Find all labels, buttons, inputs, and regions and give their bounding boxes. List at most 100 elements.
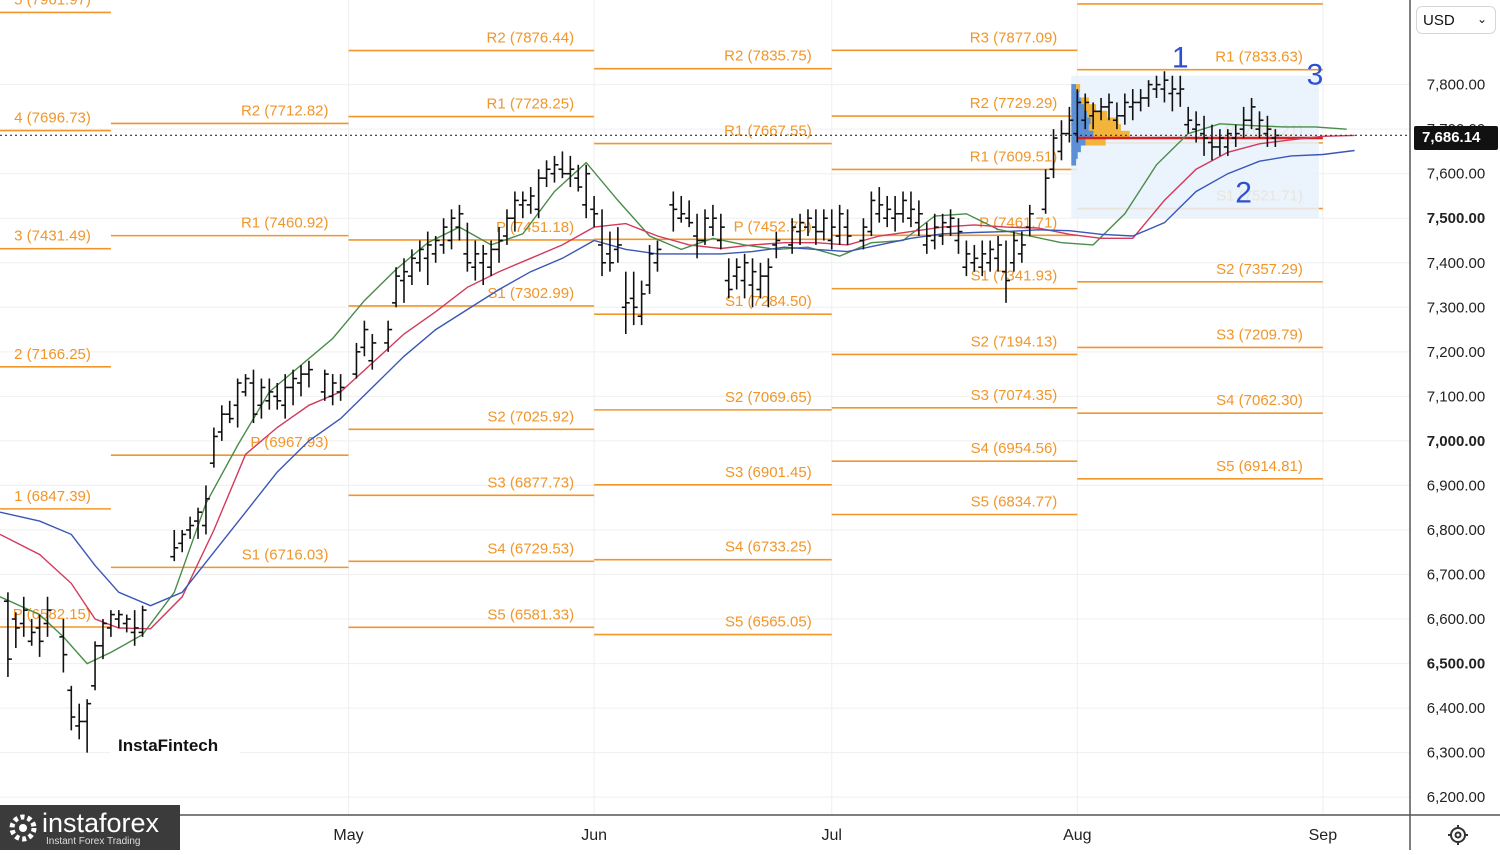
ohlc-bar — [75, 703, 84, 740]
moving-average-line — [0, 134, 1355, 630]
profile-bar-blue — [1071, 90, 1080, 99]
logo-brand: instaforex — [42, 808, 160, 838]
ohlc-bar — [605, 231, 614, 272]
pivot-label: R3 (7877.09) — [970, 29, 1058, 46]
ohlc-bar — [35, 614, 44, 657]
profile-bar-blue — [1071, 130, 1094, 139]
ohlc-bar — [867, 191, 876, 237]
currency-selector[interactable]: USD ⌄ — [1416, 6, 1496, 34]
ohlc-bar — [1089, 102, 1098, 130]
ohlc-bar — [487, 240, 496, 277]
ohlc-bar — [265, 378, 274, 410]
ohlc-bar — [1168, 75, 1177, 112]
ohlc-bar — [233, 378, 242, 428]
y-tick-label: 7,500.00 — [1427, 210, 1485, 227]
ohlc-bar — [613, 227, 622, 263]
ohlc-bar — [27, 619, 36, 646]
pivot-label: S2 (7069.65) — [725, 389, 812, 406]
ohlc-bar — [384, 320, 393, 352]
ohlc-bar — [43, 596, 52, 637]
grid-lines — [0, 0, 1410, 815]
ohlc-bar — [598, 209, 607, 277]
ohlc-bar — [502, 209, 511, 245]
ohlc-bar — [637, 280, 646, 326]
ohlc-bar — [1057, 120, 1066, 161]
ohlc-bar — [1136, 89, 1145, 112]
ohlc-bar — [685, 200, 694, 228]
pivot-label: S3 (7074.35) — [971, 387, 1058, 404]
wave-label: 2 — [1235, 177, 1252, 210]
ohlc-bar — [677, 195, 686, 223]
ohlc-bar — [297, 365, 306, 397]
ohlc-bar — [558, 151, 567, 179]
ohlc-bar — [1176, 75, 1185, 107]
profile-box — [1071, 75, 1319, 219]
moving-averages — [0, 123, 1355, 665]
profile-bar-blue — [1071, 150, 1078, 159]
ohlc-bar — [320, 369, 329, 401]
pivot-label: S3 (6901.45) — [725, 464, 812, 481]
y-tick-label: 6,600.00 — [1427, 611, 1485, 628]
ohlc-bar — [1002, 240, 1011, 303]
ohlc-bar — [83, 699, 92, 753]
ohlc-bar — [1112, 102, 1121, 130]
ohlc-bar — [1081, 93, 1090, 130]
ohlc-bar — [122, 614, 131, 633]
watermark: InstaFintech — [110, 712, 240, 768]
chevron-down-icon: ⌄ — [1476, 12, 1487, 26]
pivot-label: S4 (6733.25) — [725, 539, 812, 556]
ohlc-bar — [336, 374, 345, 401]
y-tick-label: 7,300.00 — [1427, 299, 1485, 316]
wave-labels: 1 3 2 — [1172, 42, 1323, 210]
pivot-label: S4 (7062.30) — [1216, 392, 1303, 409]
pivot-label: S5 (6581.33) — [487, 606, 574, 623]
pivot-label: S3 (7209.79) — [1216, 326, 1303, 343]
ohlc-bar — [930, 213, 939, 250]
brand-logo: instaforex Instant Forex Trading — [0, 805, 180, 850]
profile-bar-yellow — [1084, 104, 1097, 113]
ohlc-bar — [249, 369, 258, 424]
y-tick-label: 6,800.00 — [1427, 522, 1485, 539]
pivot-label: S2 (7194.13) — [971, 333, 1058, 350]
ohlc-bar — [423, 231, 432, 286]
ohlc-bar — [716, 213, 725, 250]
ohlc-bar — [922, 222, 931, 254]
y-tick-label: 6,700.00 — [1427, 567, 1485, 584]
ohlc-bar — [590, 195, 599, 228]
ohlc-bar — [843, 209, 852, 245]
profile-bar-blue — [1071, 144, 1081, 153]
ohlc-bar — [178, 529, 187, 553]
ohlc-bar — [273, 383, 282, 410]
ohlc-bar — [19, 596, 28, 637]
pivot-label: 3 (7431.49) — [14, 228, 91, 245]
ohlc-bar — [875, 187, 884, 223]
ohlc-bar — [1239, 106, 1248, 139]
ohlc-bar — [906, 191, 915, 228]
ohlc-bar — [938, 213, 947, 245]
ohlc-bar — [1017, 231, 1026, 263]
ohlc-bar — [1192, 111, 1201, 143]
ohlc-bar — [392, 267, 401, 308]
ohlc-bar — [59, 619, 68, 673]
pivot-label: S4 (6729.53) — [487, 540, 574, 557]
pivot-label: R2 (7729.29) — [970, 95, 1058, 112]
ohlc-bar — [693, 213, 702, 259]
pivot-label: R2 (7712.82) — [241, 102, 329, 119]
ohlc-bar — [1223, 129, 1232, 156]
gear-icon[interactable] — [1447, 824, 1469, 846]
ohlc-bar — [217, 405, 226, 441]
ohlc-bar — [574, 164, 583, 192]
ohlc-bar — [764, 258, 773, 308]
pivot-label: S2 (7357.29) — [1216, 261, 1303, 278]
pivot-label: R2 (7835.75) — [724, 48, 812, 65]
profile-bar-blue — [1071, 117, 1091, 126]
ohlc-bar — [803, 209, 812, 237]
ohlc-bar — [1065, 106, 1074, 143]
ohlc-bar — [1247, 97, 1256, 130]
last-price-tag: 7,686.14 — [1414, 126, 1498, 150]
ohlc-bar — [471, 240, 480, 281]
ohlc-bar — [756, 262, 765, 299]
ohlc-bar — [479, 244, 488, 286]
pivot-label: R1 (7667.55) — [724, 123, 812, 140]
wave-label: 3 — [1307, 59, 1324, 92]
